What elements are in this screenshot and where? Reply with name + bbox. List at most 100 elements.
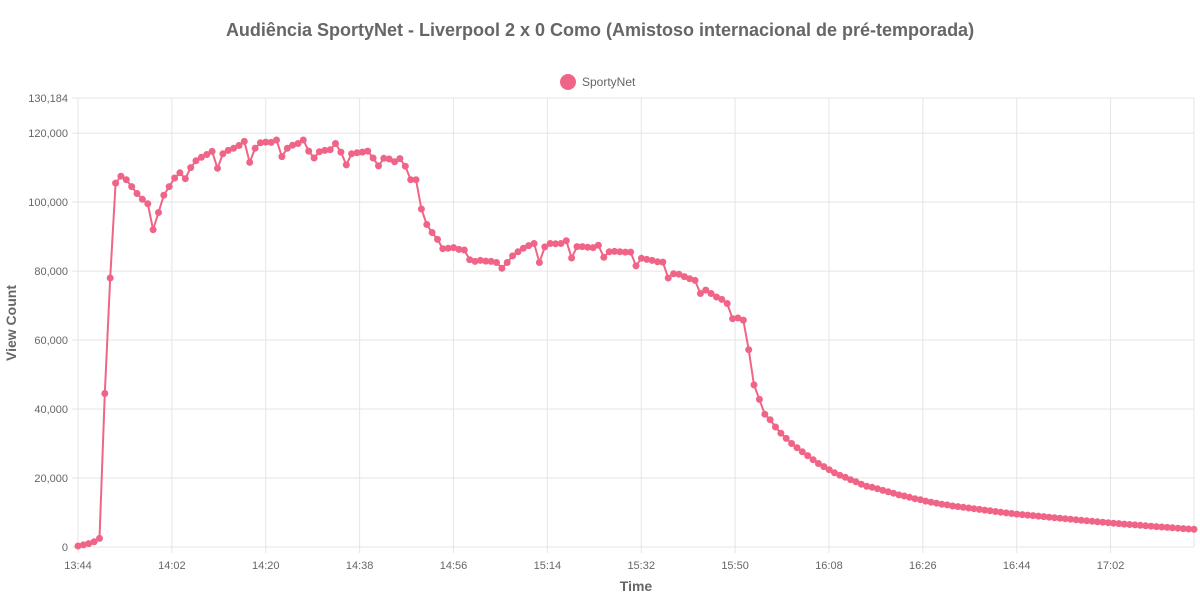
data-point[interactable] [342,161,350,169]
data-point[interactable] [1179,525,1187,533]
data-point[interactable] [594,241,602,249]
data-point[interactable] [385,155,393,163]
data-point[interactable] [643,255,651,263]
data-point[interactable] [315,148,323,156]
data-point[interactable] [358,148,366,156]
data-point[interactable] [332,140,339,147]
data-point[interactable] [450,244,458,252]
data-point[interactable] [375,162,382,170]
data-point[interactable] [707,290,715,297]
data-point[interactable] [396,155,404,163]
data-point[interactable] [214,164,221,172]
data-point[interactable] [503,259,511,266]
data-point[interactable] [1013,510,1021,518]
data-point[interactable] [654,258,661,266]
data-point[interactable] [938,500,946,508]
data-point[interactable] [391,158,399,166]
data-point[interactable] [423,221,431,228]
data-point[interactable] [96,534,103,542]
data-point[interactable] [1034,512,1042,520]
data-point[interactable] [841,473,849,481]
data-point[interactable] [916,496,924,504]
data-point[interactable] [686,275,694,283]
data-point[interactable] [605,248,613,256]
data-point[interactable] [79,541,87,549]
data-point[interactable] [852,478,860,486]
data-point[interactable] [487,257,495,265]
data-point[interactable] [337,148,345,156]
data-point[interactable] [1163,523,1171,531]
data-point[interactable] [734,314,742,322]
data-point[interactable] [1083,517,1091,525]
data-point[interactable] [777,429,785,437]
data-point[interactable] [401,162,409,170]
data-point[interactable] [1115,520,1123,528]
data-point[interactable] [165,183,173,191]
data-point[interactable] [530,240,538,247]
data-point[interactable] [637,254,645,262]
data-point[interactable] [954,503,962,511]
data-point[interactable] [305,147,313,155]
data-point[interactable] [1142,522,1150,530]
data-point[interactable] [1136,521,1144,529]
data-point[interactable] [1088,517,1096,525]
data-point[interactable] [1174,524,1182,532]
data-point[interactable] [138,195,146,203]
data-point[interactable] [847,476,855,484]
data-point[interactable] [203,151,211,158]
data-point[interactable] [364,147,372,155]
data-point[interactable] [793,444,801,452]
data-point[interactable] [208,147,216,155]
data-point[interactable] [246,158,254,166]
data-point[interactable] [466,256,474,264]
data-point[interactable] [772,423,779,431]
data-point[interactable] [723,300,731,307]
data-point[interactable] [1120,520,1128,528]
data-point[interactable] [680,273,688,281]
data-point[interactable] [1147,522,1155,530]
data-point[interactable] [589,244,597,252]
data-point[interactable] [230,144,238,152]
data-point[interactable] [160,191,168,199]
data-point[interactable] [578,243,586,251]
data-point[interactable] [970,505,978,513]
data-point[interactable] [868,483,876,491]
data-point[interactable] [729,315,737,323]
data-point[interactable] [101,390,109,397]
data-point[interactable] [900,492,908,500]
data-point[interactable] [696,290,704,297]
data-point[interactable] [906,493,914,501]
data-point[interactable] [235,142,243,149]
data-point[interactable] [879,486,887,494]
data-point[interactable] [128,183,136,191]
data-point[interactable] [949,502,957,510]
data-point[interactable] [1077,516,1085,524]
data-point[interactable] [1045,513,1053,521]
data-point[interactable] [713,293,720,301]
data-point[interactable] [106,274,114,282]
data-point[interactable] [192,157,200,165]
data-point[interactable] [112,179,120,187]
data-point[interactable] [353,149,361,157]
data-point[interactable] [611,247,618,255]
data-point[interactable] [1126,521,1134,528]
data-point[interactable] [117,172,125,180]
data-point[interactable] [1110,519,1117,527]
data-point[interactable] [1061,515,1069,523]
data-point[interactable] [911,495,919,503]
data-point[interactable] [922,497,930,505]
data-point[interactable] [444,244,452,252]
data-point[interactable] [863,482,871,490]
data-point[interactable] [766,416,774,424]
data-point[interactable] [1024,511,1032,519]
data-point[interactable] [476,256,484,264]
data-point[interactable] [326,146,334,154]
data-point[interactable] [439,245,447,253]
data-point[interactable] [562,237,570,245]
data-point[interactable] [525,242,533,250]
data-point[interactable] [627,248,635,256]
data-point[interactable] [273,136,280,144]
data-point[interactable] [187,164,195,172]
data-point[interactable] [986,507,994,515]
data-point[interactable] [884,488,892,496]
